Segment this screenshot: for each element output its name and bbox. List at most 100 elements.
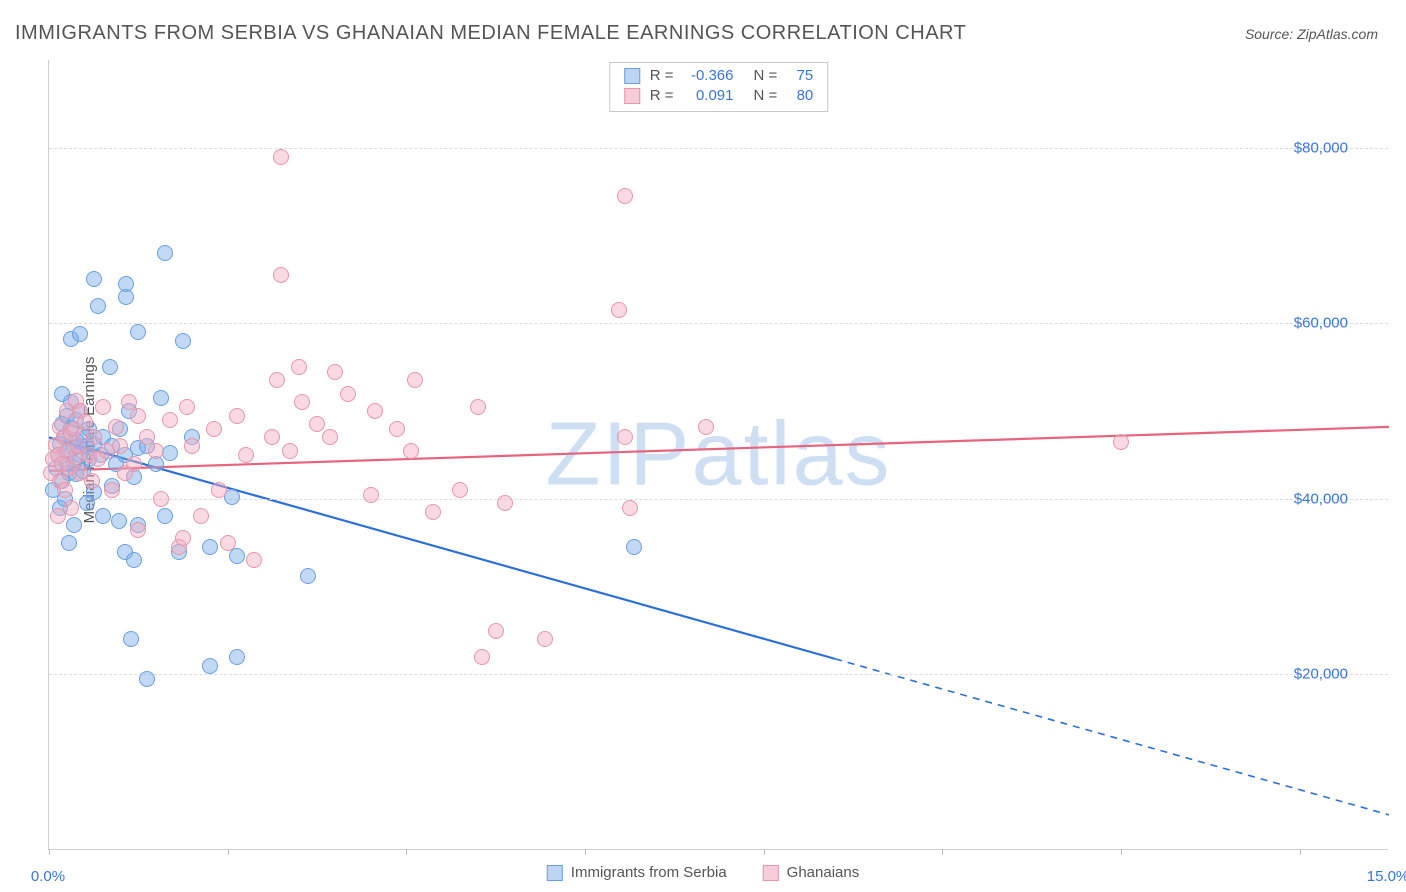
x-tick-label-min: 0.0% xyxy=(31,868,65,885)
scatter-point xyxy=(179,399,195,415)
scatter-point xyxy=(153,390,169,406)
scatter-point xyxy=(211,482,227,498)
scatter-point xyxy=(327,364,343,380)
scatter-point xyxy=(340,386,356,402)
scatter-point xyxy=(112,438,128,454)
scatter-point xyxy=(403,443,419,459)
scatter-point xyxy=(90,298,106,314)
scatter-point xyxy=(622,500,638,516)
scatter-point xyxy=(238,447,254,463)
scatter-point xyxy=(425,504,441,520)
scatter-point xyxy=(202,539,218,555)
bottom-legend-entry: Immigrants from Serbia xyxy=(547,864,727,881)
scatter-point xyxy=(698,419,714,435)
scatter-point xyxy=(104,482,120,498)
scatter-point xyxy=(118,289,134,305)
scatter-point xyxy=(322,429,338,445)
scatter-point xyxy=(282,443,298,459)
scatter-point xyxy=(269,372,285,388)
y-tick-label: $60,000 xyxy=(1294,315,1348,332)
scatter-point xyxy=(367,403,383,419)
x-tick xyxy=(1121,849,1122,855)
scatter-point xyxy=(95,399,111,415)
scatter-point xyxy=(157,508,173,524)
stat-r-label: R = xyxy=(650,86,674,106)
scatter-point xyxy=(389,421,405,437)
scatter-point xyxy=(148,443,164,459)
stats-row: R =-0.366N =75 xyxy=(624,66,814,86)
scatter-point xyxy=(300,568,316,584)
gridline xyxy=(49,148,1388,149)
stat-r-value: -0.366 xyxy=(682,66,734,86)
scatter-point xyxy=(86,429,102,445)
stat-n-value: 80 xyxy=(785,86,813,106)
scatter-point xyxy=(229,649,245,665)
scatter-point xyxy=(611,302,627,318)
scatter-point xyxy=(407,372,423,388)
scatter-point xyxy=(309,416,325,432)
scatter-point xyxy=(273,149,289,165)
stat-n-value: 75 xyxy=(785,66,813,86)
stats-legend-box: R =-0.366N =75R =0.091N =80 xyxy=(609,62,829,112)
scatter-point xyxy=(157,245,173,261)
scatter-point xyxy=(108,419,124,435)
scatter-point xyxy=(497,495,513,511)
scatter-point xyxy=(291,359,307,375)
x-tick xyxy=(228,849,229,855)
scatter-point xyxy=(184,438,200,454)
scatter-point xyxy=(57,482,73,498)
y-tick-label: $80,000 xyxy=(1294,139,1348,156)
scatter-point xyxy=(273,267,289,283)
x-tick xyxy=(585,849,586,855)
gridline xyxy=(49,323,1388,324)
scatter-point xyxy=(246,552,262,568)
scatter-point xyxy=(264,429,280,445)
x-tick xyxy=(406,849,407,855)
source-label: Source: ZipAtlas.com xyxy=(1245,26,1378,42)
scatter-point xyxy=(193,508,209,524)
stats-row: R =0.091N =80 xyxy=(624,86,814,106)
scatter-point xyxy=(61,535,77,551)
bottom-legend-entry: Ghanaians xyxy=(763,864,860,881)
scatter-point xyxy=(474,649,490,665)
scatter-point xyxy=(537,631,553,647)
stat-r-label: R = xyxy=(650,66,674,86)
scatter-point xyxy=(72,326,88,342)
scatter-point xyxy=(153,491,169,507)
scatter-point xyxy=(130,324,146,340)
legend-label: Ghanaians xyxy=(787,864,860,881)
scatter-point xyxy=(95,508,111,524)
scatter-point xyxy=(102,359,118,375)
scatter-point xyxy=(229,548,245,564)
scatter-point xyxy=(139,671,155,687)
legend-swatch-icon xyxy=(547,865,563,881)
legend-label: Immigrants from Serbia xyxy=(571,864,727,881)
bottom-legend: Immigrants from Serbia Ghanaians xyxy=(547,864,859,881)
gridline xyxy=(49,499,1388,500)
scatter-point xyxy=(175,333,191,349)
scatter-point xyxy=(130,408,146,424)
y-tick-label: $40,000 xyxy=(1294,490,1348,507)
y-tick-label: $20,000 xyxy=(1294,666,1348,683)
legend-swatch-icon xyxy=(624,68,640,84)
x-tick xyxy=(764,849,765,855)
scatter-point xyxy=(130,522,146,538)
stat-r-value: 0.091 xyxy=(682,86,734,106)
scatter-point xyxy=(84,473,100,489)
scatter-point xyxy=(229,408,245,424)
scatter-point xyxy=(363,487,379,503)
legend-swatch-icon xyxy=(763,865,779,881)
scatter-point xyxy=(488,623,504,639)
x-tick-label-max: 15.0% xyxy=(1367,868,1406,885)
scatter-point xyxy=(63,500,79,516)
x-tick xyxy=(49,849,50,855)
scatter-point xyxy=(77,414,93,430)
x-tick xyxy=(1300,849,1301,855)
scatter-point xyxy=(470,399,486,415)
scatter-point xyxy=(126,552,142,568)
scatter-point xyxy=(626,539,642,555)
scatter-point xyxy=(206,421,222,437)
scatter-point xyxy=(220,535,236,551)
scatter-point xyxy=(86,271,102,287)
scatter-point xyxy=(1113,434,1129,450)
